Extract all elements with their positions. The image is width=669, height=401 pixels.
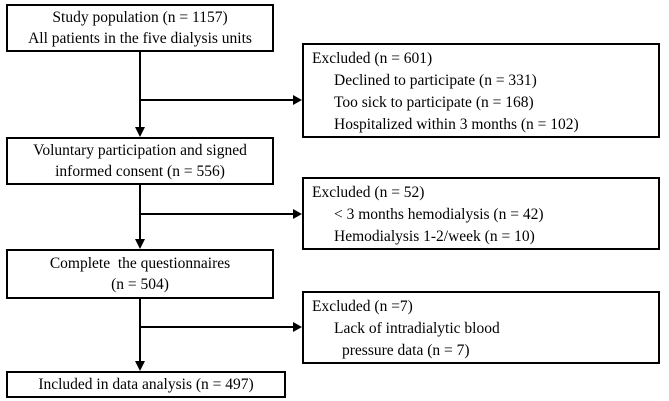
excluded-1-item-2: Too sick to participate (n = 168) — [334, 94, 534, 111]
box-excluded-2: Excluded (n = 52) < 3 months hemodialysi… — [302, 177, 660, 250]
excluded-3-header: Excluded (n =7) — [312, 298, 413, 315]
arrow-questionnaires-to-included — [135, 299, 145, 371]
box-excluded-1: Excluded (n = 601) Declined to participa… — [302, 43, 660, 138]
excluded-2-item-1: < 3 months hemodialysis (n = 42) — [334, 206, 544, 223]
questionnaires-line-1: Complete the questionnaires — [49, 255, 231, 272]
box-excluded-3: Excluded (n =7) Lack of intradialytic bl… — [302, 291, 660, 364]
consent-line-2: informed consent (n = 556) — [55, 163, 225, 180]
consent-line-1: Voluntary participation and signed — [33, 142, 247, 159]
arrow-to-excluded-3 — [140, 322, 302, 332]
questionnaires-line-2: (n = 504) — [111, 276, 169, 293]
arrow-study-to-consent — [135, 52, 145, 137]
arrow-consent-to-questionnaires — [135, 185, 145, 249]
study-population-line-2: All patients in the five dialysis units — [28, 30, 252, 47]
included-line-1: Included in data analysis (n = 497) — [38, 376, 254, 393]
box-included: Included in data analysis (n = 497) — [6, 371, 286, 398]
box-study-population: Study population (n = 1157) All patients… — [6, 4, 274, 52]
box-questionnaires: Complete the questionnaires (n = 504) — [6, 249, 274, 299]
arrow-to-excluded-2 — [140, 209, 302, 219]
excluded-2-item-2: Hemodialysis 1-2/week (n = 10) — [334, 228, 535, 245]
arrow-to-excluded-1 — [140, 95, 302, 105]
excluded-3-item-2: pressure data (n = 7) — [342, 342, 470, 359]
excluded-1-header: Excluded (n = 601) — [312, 50, 433, 67]
excluded-1-item-1: Declined to participate (n = 331) — [334, 72, 537, 89]
excluded-1-item-3: Hospitalized within 3 months (n = 102) — [334, 116, 579, 133]
box-consent: Voluntary participation and signed infor… — [6, 137, 274, 185]
excluded-2-header: Excluded (n = 52) — [312, 184, 425, 201]
study-population-line-1: Study population (n = 1157) — [52, 9, 228, 26]
excluded-3-item-1: Lack of intradialytic blood — [334, 320, 500, 337]
